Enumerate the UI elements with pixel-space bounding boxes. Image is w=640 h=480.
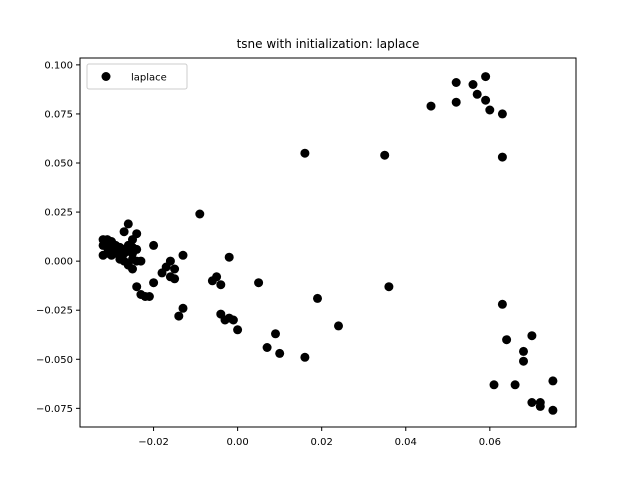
- data-point: [174, 311, 184, 321]
- data-point: [136, 256, 146, 266]
- data-point: [519, 346, 528, 356]
- legend-label: laplace: [131, 73, 167, 84]
- data-point: [262, 343, 272, 352]
- data-point: [170, 264, 180, 274]
- data-point: [489, 380, 499, 390]
- x-axis: −0.02 0.00 0.02 0.04 0.06: [138, 427, 501, 448]
- x-tick-label: −0.02: [138, 437, 169, 448]
- y-tick-label: 0.025: [44, 208, 73, 219]
- data-point: [216, 280, 226, 290]
- data-point: [178, 303, 188, 313]
- y-tick-label: 0.000: [44, 257, 73, 268]
- data-point: [300, 352, 310, 362]
- data-point: [426, 101, 436, 111]
- data-point: [497, 109, 507, 119]
- data-point: [451, 78, 461, 87]
- y-axis: −0.075 −0.050 −0.025 0.000 0.025 0.050 0.075 0.…: [36, 60, 80, 415]
- data-point: [149, 278, 159, 288]
- data-point: [128, 254, 137, 264]
- data-point: [497, 299, 507, 309]
- data-point: [313, 293, 322, 303]
- data-point: [149, 240, 159, 250]
- data-point: [380, 150, 390, 160]
- data-point: [233, 325, 243, 335]
- data-point: [451, 97, 461, 107]
- data-point: [300, 148, 310, 158]
- legend-marker: [101, 72, 111, 81]
- data-point: [548, 405, 558, 415]
- data-point: [224, 252, 234, 262]
- data-point: [502, 335, 512, 345]
- plot-points: [98, 72, 558, 415]
- legend: laplace: [86, 63, 188, 90]
- x-tick-label: 0.04: [395, 437, 417, 448]
- y-tick-label: −0.075: [36, 404, 73, 415]
- x-tick-label: 0.06: [479, 437, 501, 448]
- data-point: [170, 274, 180, 284]
- data-point: [481, 72, 491, 82]
- y-tick-label: −0.025: [36, 306, 73, 317]
- data-point: [271, 329, 280, 339]
- data-point: [228, 315, 238, 325]
- data-point: [497, 152, 507, 162]
- data-point: [132, 282, 142, 292]
- y-tick-label: 0.050: [44, 159, 73, 170]
- data-point: [98, 250, 108, 260]
- x-tick-label: 0.00: [226, 437, 248, 448]
- y-tick-label: 0.100: [44, 60, 73, 71]
- data-point: [212, 272, 222, 282]
- data-point: [254, 278, 264, 288]
- plot-frame: [79, 57, 577, 428]
- data-point: [195, 209, 205, 219]
- data-point: [527, 331, 537, 341]
- chart-title: tsne with initialization: laplace: [237, 37, 420, 51]
- data-point: [527, 398, 537, 407]
- data-point: [481, 95, 491, 105]
- data-point: [472, 89, 482, 99]
- data-point: [128, 264, 137, 274]
- data-point: [510, 380, 520, 390]
- data-point: [535, 401, 545, 411]
- data-point: [119, 227, 129, 237]
- data-point: [519, 356, 528, 366]
- data-point: [384, 282, 394, 292]
- x-tick-label: 0.02: [311, 437, 333, 448]
- data-point: [468, 80, 478, 89]
- data-point: [165, 256, 175, 266]
- y-tick-label: −0.050: [36, 355, 73, 366]
- data-point: [132, 229, 142, 239]
- data-point: [485, 105, 495, 115]
- legend-box: [86, 63, 188, 90]
- data-point: [144, 292, 154, 301]
- data-point: [334, 321, 343, 331]
- data-point: [123, 219, 133, 229]
- data-point: [275, 348, 285, 358]
- data-point: [178, 250, 188, 260]
- y-tick-label: 0.075: [44, 109, 73, 120]
- data-point: [548, 376, 558, 386]
